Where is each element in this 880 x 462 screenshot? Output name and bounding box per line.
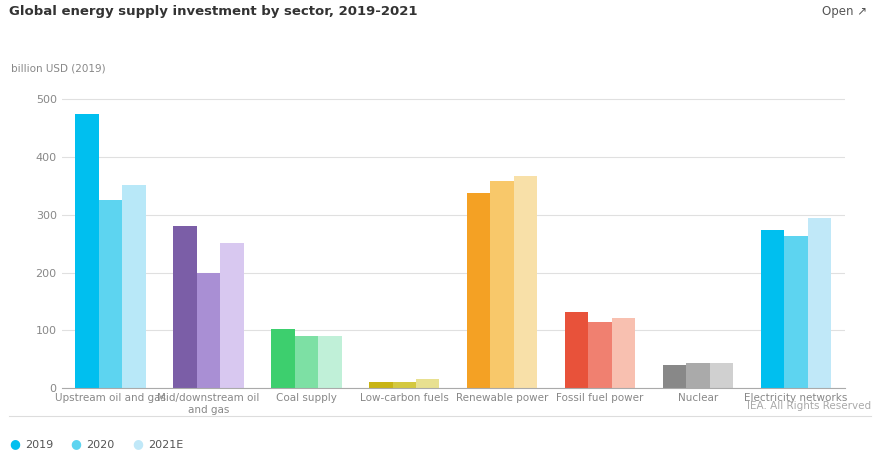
Text: ●: ● (70, 438, 81, 450)
Text: IEA. All Rights Reserved: IEA. All Rights Reserved (747, 401, 871, 411)
Text: ●: ● (132, 438, 143, 450)
Text: 2020: 2020 (86, 440, 114, 450)
Bar (686, 363, 709, 388)
Bar (416, 379, 439, 388)
Bar (318, 335, 341, 388)
Text: Open ↗: Open ↗ (822, 5, 867, 18)
Bar (76, 114, 99, 388)
Bar (369, 382, 392, 388)
Bar (271, 328, 295, 388)
Bar (760, 231, 784, 388)
Bar (808, 219, 831, 388)
Bar (295, 335, 318, 388)
Text: Global energy supply investment by sector, 2019-2021: Global energy supply investment by secto… (9, 5, 417, 18)
Bar (122, 185, 146, 388)
Bar (589, 322, 612, 388)
Text: ●: ● (9, 438, 19, 450)
Bar (99, 200, 122, 388)
Bar (490, 181, 514, 388)
Bar (514, 176, 538, 388)
Text: 2021E: 2021E (148, 440, 183, 450)
Text: 2019: 2019 (25, 440, 53, 450)
Bar (663, 365, 686, 388)
Bar (197, 273, 220, 388)
Bar (173, 226, 197, 388)
Bar (784, 236, 808, 388)
Text: billion USD (2019): billion USD (2019) (11, 64, 106, 74)
Bar (612, 318, 635, 388)
Bar (220, 243, 244, 388)
Bar (467, 193, 490, 388)
Bar (709, 363, 733, 388)
Bar (565, 312, 589, 388)
Bar (392, 382, 416, 388)
